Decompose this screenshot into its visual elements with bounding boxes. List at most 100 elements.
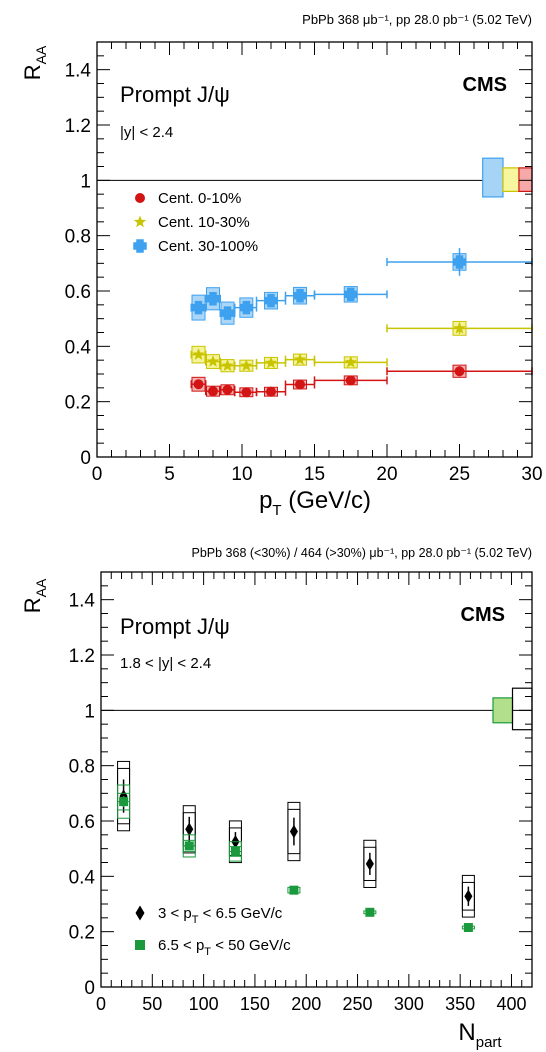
data-point-2-2 [220,306,235,320]
data-point-2-1 [206,291,220,306]
x-axis-title: pT (GeV/c) [259,487,371,519]
syst-box-outer-0-4 [363,839,377,888]
data-point-0-4 [365,857,374,871]
x-tick-label: 20 [376,464,397,485]
legend-marker-2 [133,239,147,253]
global-uncertainty-box-0 [482,157,504,198]
panel-1-title: Prompt J/ψ [120,82,230,107]
data-point-0-7 [454,366,465,377]
legend-marker-1 [135,940,145,950]
data-point-1-6 [344,355,357,368]
data-point-1-5 [463,923,473,933]
syst-box-outer-0-5 [461,874,475,918]
data-point-1-1 [206,355,220,367]
global-uncertainty-box-1 [511,687,533,731]
panel-1-subtitle: |y| < 2.4 [120,124,173,141]
y-tick-label: 1 [84,701,95,722]
plot-area-2: 0 50 100 150 200 250 300 350 400 0 0.2 0.4 0.6 0.8 1 1.… [69,571,533,1014]
panel-1-legend: Cent. 0-10% Cent. 10-30% Cent. 30-100% [133,190,258,255]
data-point-0-5 [295,379,305,390]
y-axis-title-text: RAA [20,45,49,80]
x-tick-label: 50 [142,994,162,1014]
panel-2-title: Prompt J/ψ [120,614,230,639]
y-tick-label: 1 [80,171,91,192]
legend-subscript: T [204,946,211,958]
data-point-2-3 [239,300,254,315]
data-point-0-3 [241,387,252,398]
legend-label-rest: < 50 GeV/c [211,937,291,954]
data-point-2-5 [293,288,307,303]
legend-label-1: 6.5 < pT < 50 GeV/c [158,937,291,958]
data-point-2-7 [452,255,467,269]
y-tick-label: 0.6 [65,282,91,303]
legend-subscript: T [192,914,199,926]
panel-1-header: PbPb 368 μb⁻¹, pp 28.0 pb⁻¹ (5.02 TeV) [302,12,532,27]
x-axis-title-2: Npart [458,1019,502,1051]
x-tick-label: 0 [92,464,103,485]
data-point-1-7 [453,321,466,334]
data-point-2-0 [191,300,206,315]
data-point-0-3 [289,824,298,839]
data-point-0-1 [185,822,194,837]
legend-label-2: Cent. 30-100% [158,238,258,255]
x-tick-label: 300 [394,994,424,1014]
syst-box-outer-0-1 [182,805,196,854]
x-tick-label: 100 [189,994,219,1014]
data-point-0-1 [208,386,218,397]
data-point-0-2 [222,384,233,395]
panel-raa-vs-npart: PbPb 368 (<30%) / 464 (>30%) μb⁻¹, pp 28… [20,546,533,1051]
data-point-0-6 [345,375,356,386]
data-point-1-0 [192,348,205,360]
data-point-2-4 [264,293,278,308]
plot-area-1: 0 5 10 15 20 25 30 0 0.2 0.4 0.6 0.8 1 1.2 1.4 [65,41,543,485]
panel-2-experiment-label: CMS [461,604,505,626]
series-1 [117,784,475,933]
x-tick-label: 150 [240,994,270,1014]
y-axis-title: RAA [20,45,49,80]
data-point-1-1 [184,841,194,851]
data-point-2-6 [344,287,358,302]
x-tick-label: 350 [445,994,475,1014]
y-tick-label: 0.2 [65,393,91,414]
syst-box-outer-0-3 [287,801,301,862]
y-axis-title-2: RAA [20,578,49,613]
panel-2-legend: 3 < pT < 6.5 GeV/c 6.5 < pT < 50 GeV/c [135,905,291,958]
data-point-0-4 [266,386,276,397]
data-point-1-0 [119,797,129,807]
series-0 [190,364,533,398]
data-point-1-4 [264,356,278,369]
global-uncertainty-box-2 [518,167,533,192]
y-tick-label: 1.2 [65,116,91,137]
y-tick-label: 1.4 [69,591,96,612]
x-tick-label: 25 [449,464,470,485]
x-tick-label: 30 [521,464,542,485]
x-tick-label: 10 [231,464,252,485]
x-axis-title-2-text: Npart [458,1019,502,1051]
x-tick-label: 5 [164,464,175,485]
data-point-0-5 [464,889,473,904]
y-tick-label: 0 [80,448,91,469]
panel-2-subtitle: 1.8 < |y| < 2.4 [120,655,211,672]
x-tick-label: 250 [343,994,373,1014]
x-axis-title-text: pT (GeV/c) [259,487,371,519]
x-tick-label: 15 [304,464,325,485]
y-tick-label: 1.4 [65,61,92,82]
panel-1-experiment-label: CMS [463,74,507,96]
y-axis-title-2-text: RAA [20,578,49,613]
panel-2-header: PbPb 368 (<30%) / 464 (>30%) μb⁻¹, pp 28… [191,546,532,560]
y-tick-label: 1.2 [69,646,95,667]
global-uncertainty-box-1 [502,167,520,192]
legend-label-0: Cent. 0-10% [158,190,241,207]
panel-raa-vs-pt: PbPb 368 μb⁻¹, pp 28.0 pb⁻¹ (5.02 TeV) R… [20,12,543,519]
x-tick-label: 200 [291,994,321,1014]
x-tick-label: 0 [96,994,106,1014]
data-point-1-2 [230,846,240,856]
global-uncertainty-box-0 [492,697,514,724]
x-tick-label: 400 [496,994,526,1014]
data-point-1-3 [289,885,299,895]
legend-label-rest: < 6.5 GeV/c [199,905,283,922]
legend-marker-1 [133,215,147,228]
y-tick-label: 0.4 [65,337,92,358]
data-point-0-0 [193,379,204,390]
